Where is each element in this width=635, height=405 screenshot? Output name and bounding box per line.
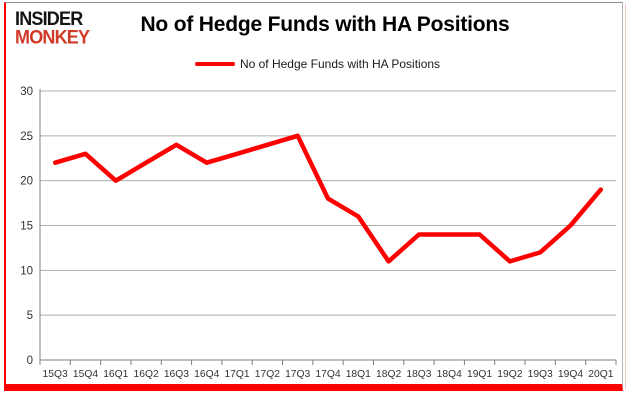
legend-label: No of Hedge Funds with HA Positions: [239, 57, 441, 71]
x-tick-label: 16Q2: [134, 369, 159, 380]
x-tick-label: 18Q4: [437, 369, 462, 380]
y-tick-label: 25: [20, 131, 33, 143]
x-tick-label: 16Q3: [164, 369, 189, 380]
x-tick-label: 17Q4: [315, 369, 340, 380]
y-tick-label: 30: [20, 86, 33, 98]
x-tick-label: 17Q1: [224, 369, 249, 380]
x-tick-label: 19Q1: [467, 369, 492, 380]
insider-monkey-logo: INSIDER MONKEY: [15, 7, 90, 48]
chart-panel-frame: [4, 2, 623, 391]
x-tick-label: 15Q4: [73, 369, 98, 380]
y-tick-label: 5: [27, 310, 33, 322]
x-tick-label: 17Q3: [285, 369, 310, 380]
logo-line2: MONKEY: [15, 25, 90, 48]
y-tick-label: 20: [20, 176, 33, 188]
x-tick-label: 18Q2: [376, 369, 401, 380]
x-tick-label: 18Q1: [346, 369, 371, 380]
x-tick-label: 19Q2: [497, 369, 522, 380]
chart-legend: No of Hedge Funds with HA Positions: [0, 57, 635, 71]
x-tick-label: 15Q3: [43, 369, 68, 380]
x-tick-label: 16Q1: [103, 369, 128, 380]
data-series-line: [52, 133, 604, 264]
legend-line-marker: [194, 62, 235, 66]
logo-line1: INSIDER: [15, 7, 83, 30]
panel-right-accent: [625, 4, 626, 389]
x-tick-label: 18Q3: [406, 369, 431, 380]
chart-title: No of Hedge Funds with HA Positions: [140, 13, 510, 36]
y-tick-label: 0: [27, 355, 33, 367]
x-tick-label: 17Q2: [255, 369, 280, 380]
x-tick-label: 16Q4: [194, 369, 219, 380]
x-tick-label: 20Q1: [588, 369, 613, 380]
y-tick-label: 15: [20, 221, 33, 233]
y-tick-label: 10: [20, 265, 33, 277]
x-tick-label: 19Q3: [528, 369, 553, 380]
x-tick-label: 19Q4: [558, 369, 583, 380]
